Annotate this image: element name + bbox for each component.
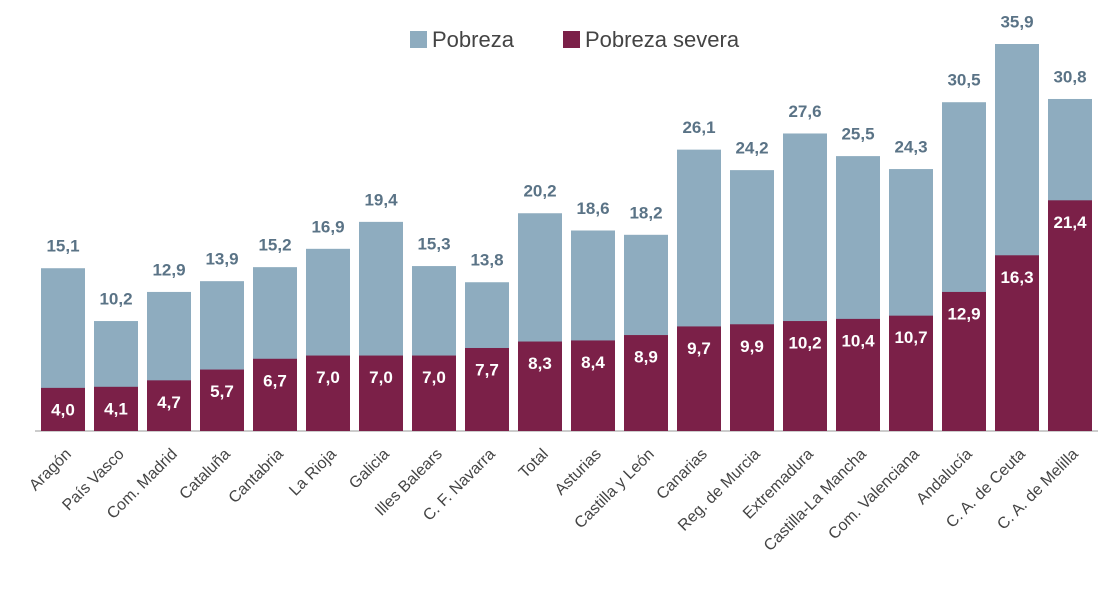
value-label: 7,0 [422,368,446,387]
x-tick-label: Galicia [346,446,393,493]
value-label: 7,0 [316,368,340,387]
value-label: 10,2 [99,290,132,309]
value-label: 30,5 [947,71,980,90]
x-tick-label: Com. Valenciana [825,446,922,543]
value-label: 19,4 [364,190,398,209]
legend-swatch [563,31,580,48]
value-label: 4,0 [51,400,75,419]
value-label: 7,0 [369,368,393,387]
x-tick-label: Cantabria [226,446,287,507]
bar [359,355,403,431]
legend-swatch [410,31,427,48]
bar [942,291,986,431]
x-tick-label: Asturias [552,446,605,499]
value-label: 15,1 [46,237,79,256]
value-label: 15,3 [417,235,450,254]
bar [465,347,509,431]
legend-label: Pobreza severa [585,27,740,52]
value-label: 18,6 [576,199,609,218]
bar [94,386,138,431]
value-label: 21,4 [1053,213,1087,232]
bar [253,358,297,431]
value-label: 30,8 [1053,67,1086,86]
value-label: 20,2 [523,182,556,201]
bar [624,335,668,431]
bar [306,355,350,431]
bar [1048,200,1092,431]
value-label: 5,7 [210,382,234,401]
value-label: 9,9 [740,337,764,356]
x-tick-label: Aragón [26,446,75,495]
value-label: 13,9 [205,250,238,269]
value-label: 16,9 [311,217,344,236]
value-label: 16,3 [1000,268,1033,287]
value-label: 12,9 [152,260,185,279]
value-label: 24,3 [894,138,927,157]
legend-label: Pobreza [432,27,515,52]
value-label: 24,2 [735,139,768,158]
bar [147,380,191,431]
bar [200,369,244,431]
value-label: 13,8 [470,251,503,270]
value-label: 4,1 [104,399,128,418]
bar [677,326,721,431]
value-label: 10,4 [841,331,875,350]
value-label: 27,6 [788,102,821,121]
x-tick-label: Total [516,446,552,482]
value-label: 8,4 [581,353,605,372]
value-label: 15,2 [258,236,291,255]
bar [571,340,615,431]
x-tick-label: Castilla-La Mancha [761,446,870,555]
value-label: 18,2 [629,203,662,222]
bar [889,315,933,431]
bar [836,318,880,431]
bar [995,255,1039,431]
bar [41,387,85,431]
x-tick-label: La Rioja [286,446,340,500]
value-label: 8,3 [528,354,552,373]
value-label: 8,9 [634,348,658,367]
value-label: 26,1 [682,118,715,137]
value-label: 9,7 [687,339,711,358]
bar [783,321,827,431]
bar [518,341,562,431]
value-label: 7,7 [475,360,499,379]
value-label: 25,5 [841,125,874,144]
value-label: 10,2 [788,334,821,353]
value-label: 6,7 [263,371,287,390]
bar [412,355,456,431]
value-label: 10,7 [894,328,927,347]
value-label: 12,9 [947,304,980,323]
bar [730,324,774,431]
value-label: 4,7 [157,393,181,412]
value-label: 35,9 [1000,12,1033,31]
